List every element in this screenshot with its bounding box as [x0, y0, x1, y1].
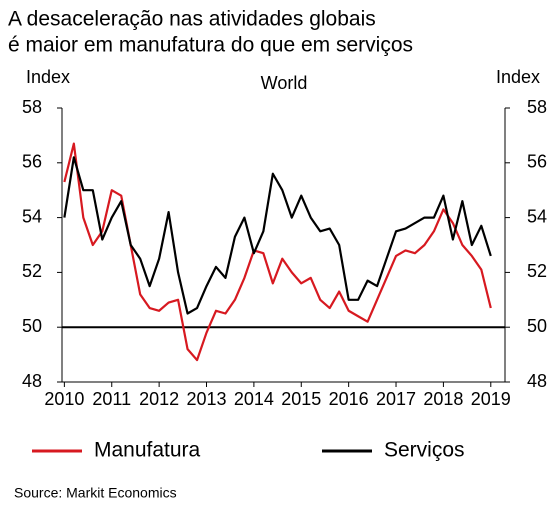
- legend-label: Serviços: [384, 439, 465, 462]
- chart-title: A desaceleração nas atividades globais: [8, 8, 376, 31]
- y2-tick-label: 50: [527, 316, 547, 336]
- series-line: [63, 156, 492, 315]
- x-tick-label: 2016: [329, 389, 369, 409]
- y2-tick-label: 52: [527, 261, 547, 281]
- x-tick-label: 2010: [44, 389, 84, 409]
- chart-subtitle: World: [261, 73, 308, 93]
- chart-title: é maior em manufatura do que em serviços: [8, 34, 413, 57]
- y-tick-label: 56: [22, 152, 42, 172]
- source: Source: Markit Economics: [14, 485, 177, 501]
- x-tick-label: 2017: [376, 389, 416, 409]
- y-tick-label: 58: [22, 97, 42, 117]
- x-tick-label: 2019: [471, 389, 511, 409]
- x-tick-label: 2015: [281, 389, 321, 409]
- x-tick-label: 2012: [139, 389, 179, 409]
- y2-tick-label: 48: [527, 371, 547, 391]
- y-tick-label: 54: [22, 206, 42, 226]
- series-line: [63, 142, 492, 362]
- y2-axis-label: Index: [496, 67, 540, 87]
- y-tick-label: 52: [22, 261, 42, 281]
- x-tick-label: 2013: [186, 389, 226, 409]
- y-tick-label: 50: [22, 316, 42, 336]
- y2-tick-label: 54: [527, 206, 547, 226]
- x-tick-label: 2011: [92, 389, 131, 409]
- y2-tick-label: 58: [527, 97, 547, 117]
- y-axis-label: Index: [26, 67, 70, 87]
- x-tick-label: 2014: [234, 389, 274, 409]
- legend-label: Manufatura: [94, 439, 201, 462]
- x-tick-label: 2018: [423, 389, 463, 409]
- y-tick-label: 48: [22, 371, 42, 391]
- y2-tick-label: 56: [527, 152, 547, 172]
